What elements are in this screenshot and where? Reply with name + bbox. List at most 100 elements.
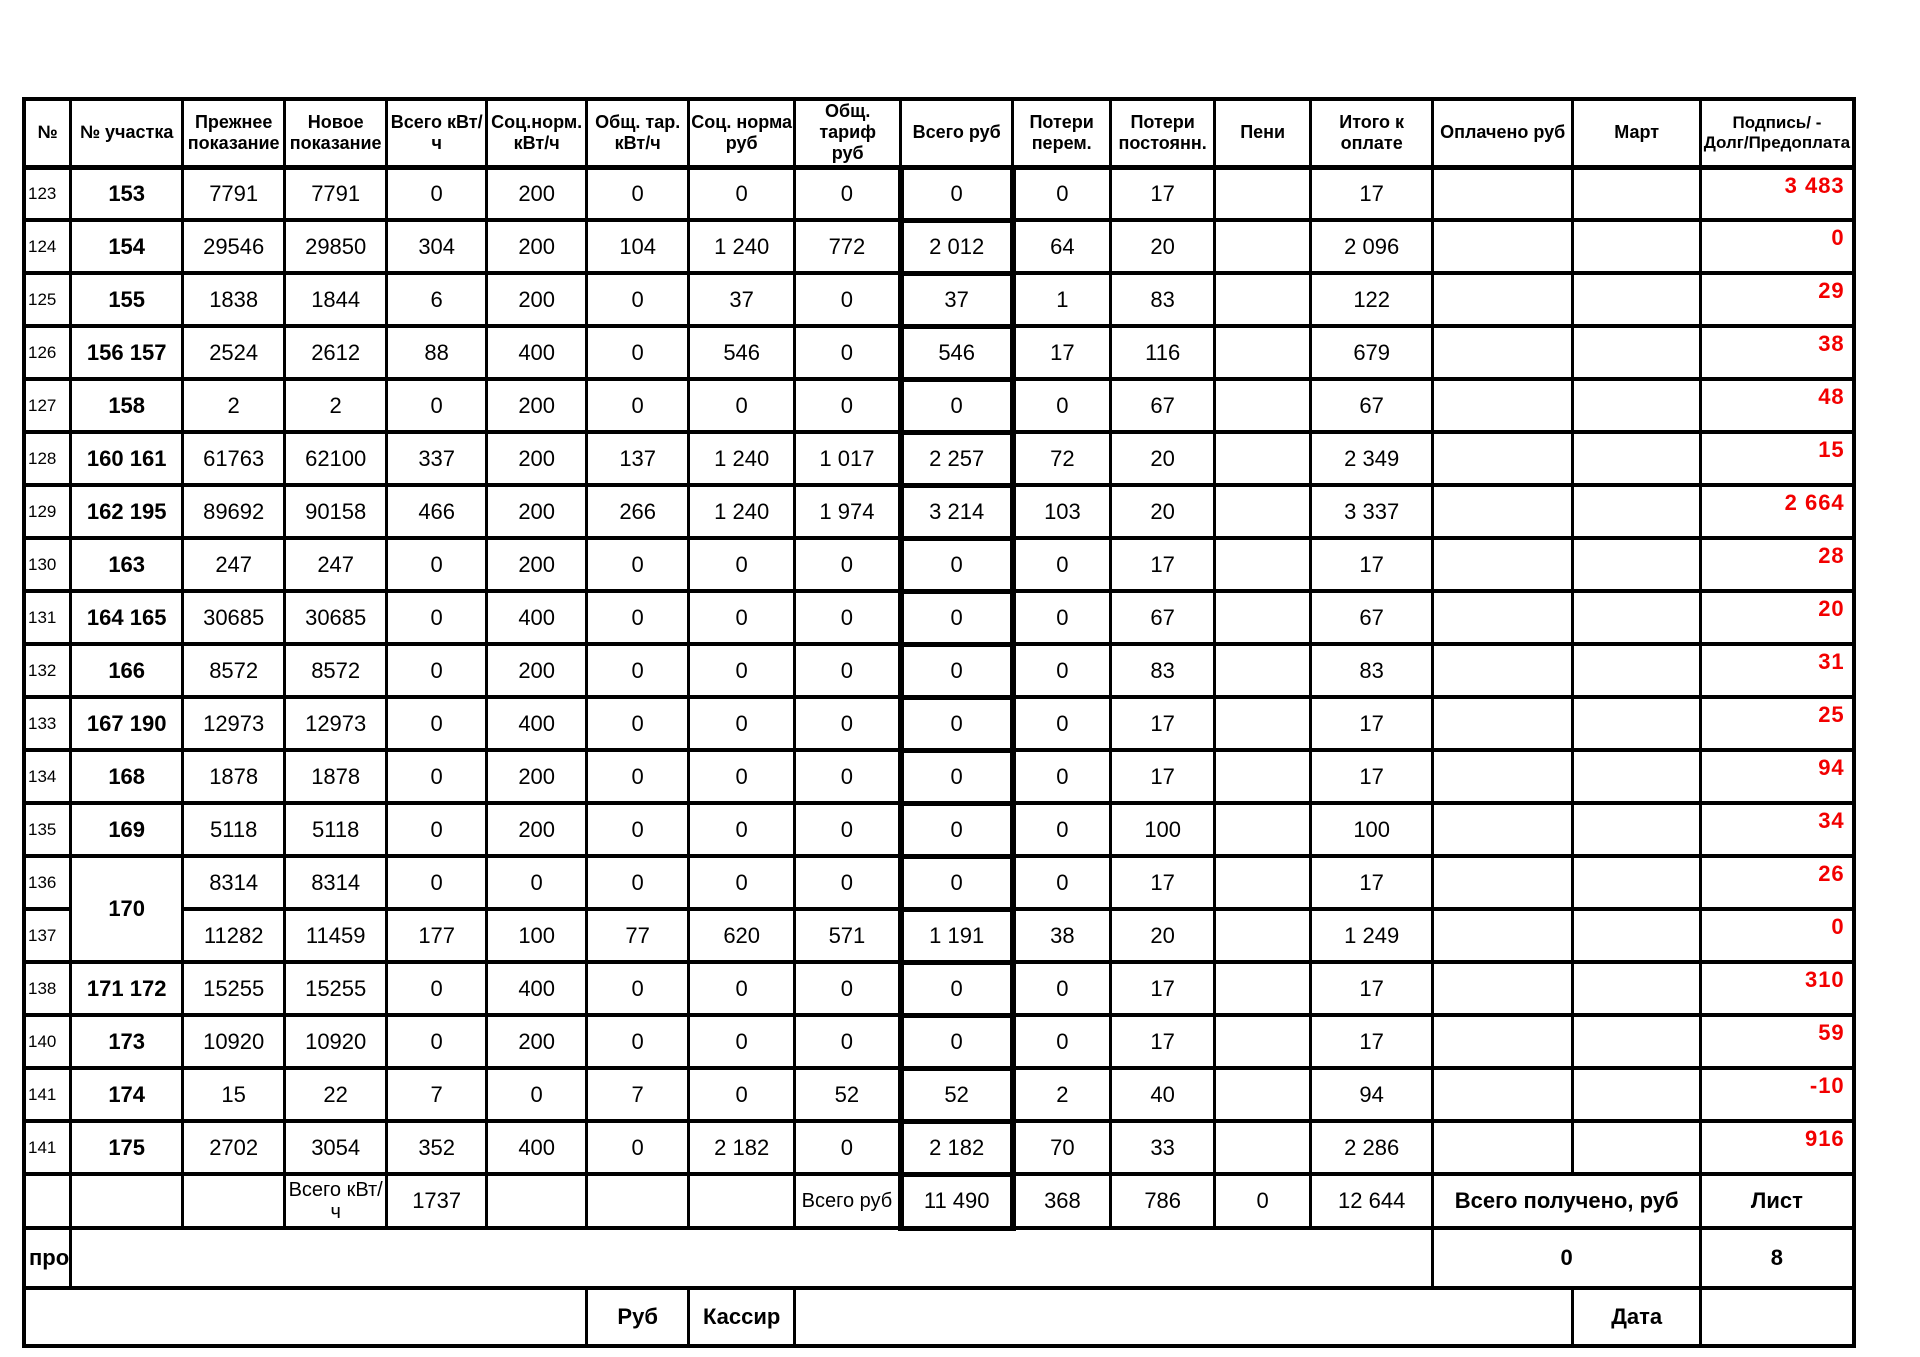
gen-tariff-rub-header: Общ. тариф руб bbox=[793, 96, 903, 170]
prev-reading-cell: 1878 bbox=[181, 748, 287, 806]
header-line: Подпись/ - bbox=[1732, 112, 1822, 132]
total-kwh-cell: 304 bbox=[385, 218, 489, 276]
gen-tariff-rub-cell: 0 bbox=[793, 1119, 903, 1177]
gen-tariff-kwh-cell: 0 bbox=[585, 854, 691, 912]
table-row: 138 171 172 15255 15255 0 400 0 0 0 0 0 17 17 310 bbox=[22, 959, 1856, 1018]
prev-reading-cell: 12973 bbox=[181, 695, 287, 753]
header-line: кВт/ч bbox=[513, 132, 560, 153]
plot-cell: 155 bbox=[69, 271, 185, 329]
total-rub-cell: 2 012 bbox=[897, 217, 1016, 276]
soc-norm-kwh-cell: 200 bbox=[485, 801, 589, 859]
new-reading-cell: 247 bbox=[283, 536, 389, 594]
loss-var-cell: 0 bbox=[1011, 642, 1113, 700]
gen-tariff-rub-cell: 772 bbox=[793, 218, 903, 276]
gen-tariff-rub-cell: 0 bbox=[793, 377, 903, 435]
itogo-cell: 17 bbox=[1309, 1013, 1435, 1071]
peni-cell bbox=[1213, 960, 1313, 1018]
prev-reading-cell: 89692 bbox=[181, 483, 287, 541]
sign-cell: 15 bbox=[1699, 430, 1856, 488]
sign-cell: 28 bbox=[1699, 536, 1856, 594]
total-loss-const-value: 786 bbox=[1109, 1172, 1217, 1231]
total-rub-cell: 0 bbox=[897, 164, 1016, 223]
table-row: 134 168 1878 1878 0 200 0 0 0 0 0 17 17 94 bbox=[22, 747, 1856, 806]
header-line: Соц. норма bbox=[691, 111, 793, 132]
header-line: оплате bbox=[1340, 132, 1403, 153]
sheet-label: Лист bbox=[1699, 1172, 1856, 1231]
itogo-cell: 17 bbox=[1309, 854, 1435, 912]
total-rub-cell: 37 bbox=[897, 270, 1016, 329]
soc-norm-kwh-cell: 400 bbox=[485, 960, 589, 1018]
cashier-label: Кассир bbox=[687, 1286, 797, 1349]
loss-var-cell: 0 bbox=[1011, 854, 1113, 912]
gen-tariff-rub-cell: 0 bbox=[793, 589, 903, 647]
total-rub-cell: 0 bbox=[897, 800, 1016, 859]
loss-const-cell: 67 bbox=[1109, 589, 1217, 647]
loss-const-cell: 33 bbox=[1109, 1119, 1217, 1177]
loss-var-cell: 72 bbox=[1011, 430, 1113, 488]
plot-cell: 166 bbox=[69, 642, 185, 700]
soc-norm-rub-cell: 1 240 bbox=[687, 218, 797, 276]
paid-cell bbox=[1431, 218, 1575, 276]
header-line: перем. bbox=[1031, 132, 1092, 153]
sign-cell: 31 bbox=[1699, 642, 1856, 700]
gen-tariff-rub-cell: 1 017 bbox=[793, 430, 903, 488]
march-cell bbox=[1571, 536, 1703, 594]
num-cell: 128 bbox=[22, 430, 73, 488]
peni-cell bbox=[1213, 589, 1313, 647]
soc-norm-kwh-cell: 200 bbox=[485, 218, 589, 276]
march-cell bbox=[1571, 1013, 1703, 1071]
itogo-cell: 679 bbox=[1309, 324, 1435, 382]
checker-left-label: про bbox=[22, 1226, 73, 1291]
soc-norm-kwh-cell: 200 bbox=[485, 536, 589, 594]
march-cell bbox=[1571, 854, 1703, 912]
soc-norm-kwh-cell: 200 bbox=[485, 430, 589, 488]
loss-var-header: Потери перем. bbox=[1011, 96, 1113, 170]
total-rub-value: 11 490 bbox=[897, 1171, 1016, 1231]
loss-const-cell: 17 bbox=[1109, 165, 1217, 223]
new-reading-cell: 30685 bbox=[283, 589, 389, 647]
total-kwh-cell: 0 bbox=[385, 960, 489, 1018]
prev-reading-cell: 7791 bbox=[181, 165, 287, 223]
total-rub-cell: 0 bbox=[897, 1012, 1016, 1071]
total-rub-cell: 0 bbox=[897, 376, 1016, 435]
header-line: Потери bbox=[1130, 111, 1195, 132]
num-cell: 140 bbox=[22, 1013, 73, 1071]
new-reading-cell: 8572 bbox=[283, 642, 389, 700]
new-reading-cell: 90158 bbox=[283, 483, 389, 541]
paid-cell bbox=[1431, 165, 1575, 223]
cashier-signature-cell bbox=[793, 1286, 1575, 1349]
total-rub-cell: 0 bbox=[897, 588, 1016, 647]
loss-var-cell: 64 bbox=[1011, 218, 1113, 276]
empty-cell bbox=[687, 1172, 797, 1231]
sign-cell: 2 664 bbox=[1699, 483, 1856, 541]
total-kwh-value: 1737 bbox=[385, 1172, 489, 1231]
gen-tariff-kwh-cell: 0 bbox=[585, 1013, 691, 1071]
total-rub-cell: 0 bbox=[897, 641, 1016, 700]
total-rub-cell: 0 bbox=[897, 853, 1016, 912]
total-kwh-cell: 0 bbox=[385, 1013, 489, 1071]
plot-cell: 154 bbox=[69, 218, 185, 276]
loss-const-cell: 17 bbox=[1109, 960, 1217, 1018]
gen-tariff-rub-cell: 0 bbox=[793, 960, 903, 1018]
sheet-number-value: 8 bbox=[1699, 1226, 1856, 1291]
gen-tariff-rub-cell: 0 bbox=[793, 165, 903, 223]
header-line: Всего руб bbox=[912, 122, 1001, 143]
soc-norm-kwh-cell: 0 bbox=[485, 854, 589, 912]
header-line: Общ. тар. bbox=[595, 111, 681, 132]
soc-norm-kwh-cell: 200 bbox=[485, 271, 589, 329]
signature-empty-cell bbox=[22, 1286, 589, 1349]
soc-norm-rub-header: Соц. норма руб bbox=[687, 96, 797, 170]
plot-cell: 153 bbox=[69, 165, 185, 223]
loss-const-cell: 20 bbox=[1109, 430, 1217, 488]
march-cell bbox=[1571, 748, 1703, 806]
num-header: № bbox=[22, 96, 73, 170]
sign-cell: 48 bbox=[1699, 377, 1856, 435]
itogo-cell: 83 bbox=[1309, 642, 1435, 700]
num-cell: 138 bbox=[22, 960, 73, 1018]
total-kwh-header: Всего кВт/ч bbox=[385, 96, 489, 170]
header-line: показание bbox=[289, 132, 382, 153]
total-rub-cell: 2 257 bbox=[897, 429, 1016, 488]
loss-var-cell: 1 bbox=[1011, 271, 1113, 329]
soc-norm-rub-cell: 0 bbox=[687, 801, 797, 859]
loss-const-cell: 20 bbox=[1109, 907, 1217, 965]
